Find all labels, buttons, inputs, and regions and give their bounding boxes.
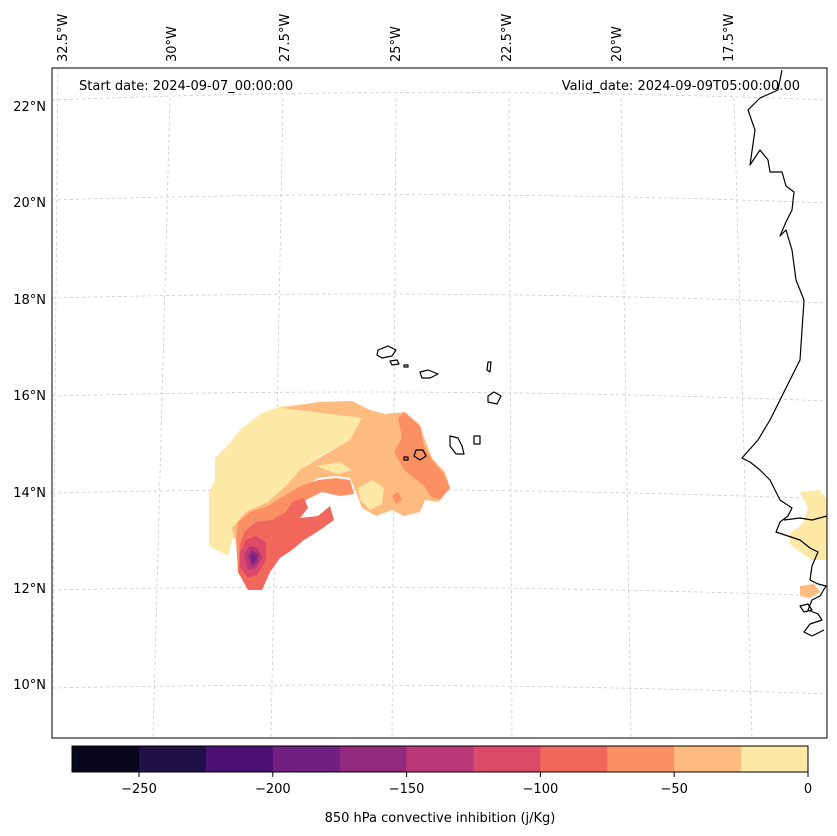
latitude-labels: 22°N 20°N 18°N 16°N 14°N 12°N 10°N	[13, 100, 46, 693]
lon-label: 32.5°W	[56, 14, 71, 62]
coastlines	[376, 69, 828, 637]
parallel-gridlines	[51, 92, 828, 695]
map-frame	[51, 67, 828, 739]
cape-verde-sal	[486, 361, 492, 373]
cin-field	[209, 401, 827, 598]
colorbar-frame	[71, 745, 809, 773]
cape-verde-fogo	[413, 449, 427, 461]
colorbar-segment	[406, 746, 474, 772]
cin-region-coast-light	[790, 490, 827, 560]
cin-region-orange-dot	[392, 492, 402, 504]
lat-label: 14°N	[13, 486, 46, 501]
cape-verde-santiago	[449, 435, 465, 455]
lon-label: 25°W	[389, 26, 404, 62]
colorbar-segment	[138, 746, 207, 772]
cape-verde-sao-vicente	[389, 359, 400, 366]
cin-region-violet	[251, 554, 256, 562]
lat-label: 16°N	[13, 389, 46, 404]
start-date-annotation: Start date: 2024-09-07_00:00:00	[79, 79, 293, 94]
lat-label: 22°N	[13, 100, 46, 115]
bijagos-islands	[799, 603, 813, 613]
cape-verde-santo-antao	[376, 345, 397, 359]
cin-region-light-core	[358, 480, 384, 510]
colorbar-segment	[205, 746, 274, 772]
lon-label: 27.5°W	[278, 14, 293, 62]
lat-label: 12°N	[13, 582, 46, 597]
lat-label: 18°N	[13, 293, 46, 308]
cape-verde-maio	[473, 435, 481, 445]
colorbar-tick-label: −150	[389, 782, 425, 797]
lon-label: 20°W	[610, 26, 625, 62]
meridian-gridlines	[51, 67, 753, 739]
colorbar-segment	[339, 746, 408, 772]
colorbar-ticks	[138, 772, 809, 777]
cin-region-orange-east	[394, 412, 450, 500]
colorbar-segment	[473, 746, 541, 772]
longitude-labels: 32.5°W 30°W 27.5°W 25°W 22.5°W 20°W 17.5…	[56, 14, 737, 62]
lon-label: 17.5°W	[722, 14, 737, 62]
cape-verde-boa-vista	[487, 391, 502, 405]
cape-verde-santa-luzia	[403, 364, 409, 368]
cape-verde-sao-nicolau	[419, 369, 439, 379]
colorbar-segment	[674, 746, 742, 772]
colorbar-segments	[72, 746, 809, 772]
colorbar-segment	[72, 746, 140, 772]
colorbar-segment	[272, 746, 341, 772]
colorbar-tick-label: −200	[255, 782, 291, 797]
colorbar-segment	[540, 746, 608, 772]
colorbar-label: 850 hPa convective inhibition (j/Kg)	[325, 811, 556, 826]
lon-label: 30°W	[165, 26, 180, 62]
colorbar-tick-label: 0	[804, 782, 812, 797]
cin-region-light-inner	[316, 462, 352, 474]
cin-region-coast-orange	[800, 584, 820, 598]
colorbar-tick-label: −50	[660, 782, 687, 797]
cape-verde-brava	[403, 456, 409, 461]
valid-date-annotation: Valid_date: 2024-09-09T05:00:00.00	[562, 79, 800, 94]
colorbar-tick-label: −100	[523, 782, 559, 797]
west-africa-coast	[741, 69, 827, 637]
lat-label: 20°N	[13, 196, 46, 211]
lat-label: 10°N	[13, 678, 46, 693]
lon-label: 22.5°W	[500, 14, 515, 62]
gambia-river	[783, 515, 828, 521]
colorbar-tick-label: −250	[121, 782, 157, 797]
colorbar-segment	[741, 746, 809, 772]
colorbar-segment	[607, 746, 675, 772]
colorbar: −250 −200 −150 −100 −50 0 850 hPa convec…	[71, 745, 812, 826]
